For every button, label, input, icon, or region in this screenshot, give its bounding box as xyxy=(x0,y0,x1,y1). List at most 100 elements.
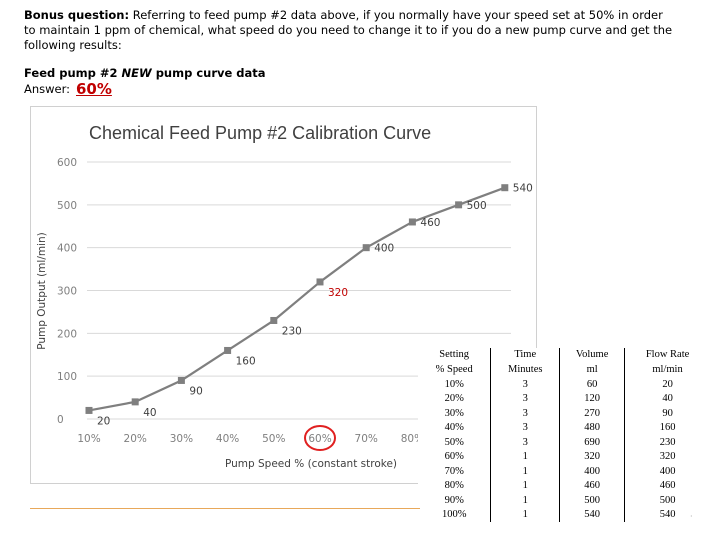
data-point xyxy=(362,244,370,252)
x-tick-label: 60% xyxy=(308,433,331,445)
table-cell: 1 xyxy=(490,449,561,464)
y-tick-label: 400 xyxy=(57,243,77,255)
table-cell: 500 xyxy=(559,493,626,508)
table-cell: 60% xyxy=(418,449,492,464)
data-point xyxy=(316,278,324,286)
question-label: Bonus question: xyxy=(24,8,130,22)
y-tick-label: 600 xyxy=(57,157,77,169)
table-body: 10% 3 60 20 20% 3 120 40 30% 3 270 90 40% 3 480 160 50% 3… xyxy=(418,377,710,522)
table-header-row: % Speed Minutes ml ml/min xyxy=(418,362,710,377)
data-point xyxy=(270,316,278,324)
table-header-cell: Flow Rate xyxy=(645,349,690,361)
table-cell: 540 xyxy=(659,509,676,521)
table-header-cell: Volume xyxy=(559,348,626,363)
y-tick-label: 100 xyxy=(57,371,77,383)
table-cell: 20 xyxy=(662,378,673,390)
y-tick-label: 300 xyxy=(57,286,77,298)
data-point xyxy=(224,346,232,354)
footer-divider xyxy=(30,508,420,509)
data-subheading: Feed pump #2 NEW pump curve data xyxy=(24,66,266,80)
page-marker: · xyxy=(690,512,693,521)
table-row: 100% 1 540 540 xyxy=(418,507,710,522)
table-row: 30% 3 270 90 xyxy=(418,406,710,421)
data-label: 40 xyxy=(143,407,156,419)
table-cell: 320 xyxy=(559,449,626,464)
calibration-table: Setting Time Volume Flow Rate% Speed Minutes… xyxy=(418,348,710,522)
data-point xyxy=(85,406,93,414)
table-header-cell: % Speed xyxy=(418,362,492,377)
data-point xyxy=(408,218,416,226)
answer-label: Answer: xyxy=(24,82,71,96)
table-cell: 160 xyxy=(659,422,676,434)
table-header-cell: Minutes xyxy=(490,362,561,377)
table-cell: 320 xyxy=(659,451,676,463)
table-cell: 1 xyxy=(490,507,561,522)
table-header-cell: ml/min xyxy=(652,363,683,375)
table-cell: 60 xyxy=(559,377,626,392)
table-cell: 3 xyxy=(490,435,561,450)
table-row: 50% 3 690 230 xyxy=(418,435,710,450)
table-row: 60% 1 320 320 xyxy=(418,449,710,464)
table-header-cell: Setting xyxy=(418,348,492,363)
table-cell: 500 xyxy=(659,494,676,506)
table-row: 90% 1 500 500 xyxy=(418,493,710,508)
table-row: 70% 1 400 400 xyxy=(418,464,710,479)
table-cell: 690 xyxy=(559,435,626,450)
table-cell: 50% xyxy=(418,435,492,450)
table-cell: 1 xyxy=(490,478,561,493)
table-cell: 40 xyxy=(662,393,673,405)
table-cell: 100% xyxy=(418,507,492,522)
chart-svg: Chemical Feed Pump #2 Calibration Curve 0… xyxy=(36,123,533,470)
answer-value: 60% xyxy=(76,80,112,98)
data-point xyxy=(177,376,185,384)
table-cell: 30% xyxy=(418,406,492,421)
data-label: 160 xyxy=(236,355,256,367)
table-row: 80% 1 460 460 xyxy=(418,478,710,493)
table-row: 40% 3 480 160 xyxy=(418,420,710,435)
series-line xyxy=(88,186,506,412)
table-row: 20% 3 120 40 xyxy=(418,391,710,406)
bonus-question: Bonus question: Referring to feed pump #… xyxy=(24,8,674,53)
table-cell: 1 xyxy=(490,493,561,508)
data-label: 400 xyxy=(374,243,394,255)
table-cell: 400 xyxy=(659,465,676,477)
table-cell: 3 xyxy=(490,377,561,392)
data-label: 20 xyxy=(97,415,110,427)
table-cell: 270 xyxy=(559,406,626,421)
table-cell: 3 xyxy=(490,391,561,406)
data-point xyxy=(131,398,139,406)
table-cell: 90% xyxy=(418,493,492,508)
x-tick-label: 20% xyxy=(124,433,147,445)
subheading-prefix: Feed pump #2 xyxy=(24,66,122,80)
y-tick-label: 200 xyxy=(57,328,77,340)
x-tick-label: 70% xyxy=(355,433,378,445)
table-cell: 20% xyxy=(418,391,492,406)
table-header-row: Setting Time Volume Flow Rate xyxy=(418,348,710,363)
table-cell: 1 xyxy=(490,464,561,479)
table-cell: 460 xyxy=(559,478,626,493)
chart-title: Chemical Feed Pump #2 Calibration Curve xyxy=(89,123,431,143)
table-cell: 460 xyxy=(659,480,676,492)
question-text: Referring to feed pump #2 data above, if… xyxy=(24,8,673,52)
data-point xyxy=(501,184,509,192)
table-cell: 230 xyxy=(659,436,676,448)
table-cell: 40% xyxy=(418,420,492,435)
y-tick-label: 0 xyxy=(57,414,64,426)
table-cell: 80% xyxy=(418,478,492,493)
table-header: Setting Time Volume Flow Rate% Speed Minutes… xyxy=(418,348,710,377)
highlight-data-label: 320 xyxy=(328,287,348,299)
table-row: 10% 3 60 20 xyxy=(418,377,710,392)
table-cell: 3 xyxy=(490,406,561,421)
table-cell: 70% xyxy=(418,464,492,479)
table-cell: 540 xyxy=(559,507,626,522)
table-cell: 10% xyxy=(418,377,492,392)
subheading-suffix: pump curve data xyxy=(151,66,266,80)
data-point xyxy=(455,201,463,209)
y-tick-label: 500 xyxy=(57,200,77,212)
data-label: 90 xyxy=(189,385,202,397)
table-cell: 400 xyxy=(559,464,626,479)
x-tick-label: 10% xyxy=(77,433,100,445)
table-cell: 3 xyxy=(490,420,561,435)
data-label: 500 xyxy=(467,200,487,212)
data-label: 540 xyxy=(513,183,533,195)
